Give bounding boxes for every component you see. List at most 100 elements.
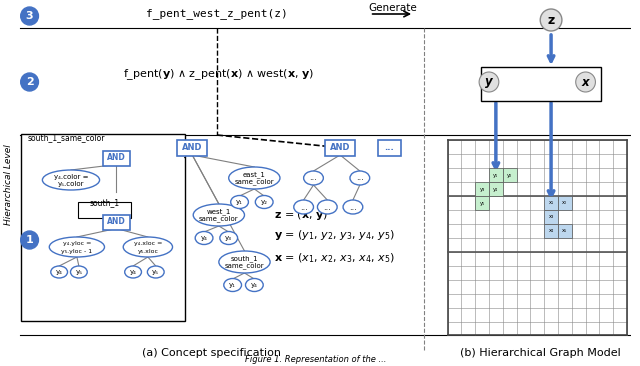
Text: y₅.color: y₅.color bbox=[58, 181, 84, 187]
Text: y₄: y₄ bbox=[130, 269, 136, 275]
FancyBboxPatch shape bbox=[78, 202, 131, 218]
Text: east_1: east_1 bbox=[243, 172, 266, 178]
Text: Figure 1. Representation of the ...: Figure 1. Representation of the ... bbox=[244, 355, 386, 365]
Ellipse shape bbox=[70, 266, 87, 278]
Text: y₁: y₁ bbox=[493, 172, 499, 178]
FancyBboxPatch shape bbox=[20, 134, 186, 321]
FancyBboxPatch shape bbox=[177, 140, 207, 156]
Text: west_1: west_1 bbox=[207, 209, 231, 215]
Text: f_pent_west_z_pent(z): f_pent_west_z_pent(z) bbox=[146, 8, 288, 19]
Text: AND: AND bbox=[182, 143, 202, 153]
Circle shape bbox=[20, 7, 38, 25]
Text: y₅: y₅ bbox=[479, 201, 484, 205]
Text: $\mathbf{x}$ = ($x_1$, $x_2$, $x_3$, $x_4$, $x_5$): $\mathbf{x}$ = ($x_1$, $x_2$, $x_3$, $x_… bbox=[274, 251, 395, 265]
Text: AND: AND bbox=[107, 153, 125, 163]
Ellipse shape bbox=[230, 195, 248, 209]
Ellipse shape bbox=[125, 266, 141, 278]
Text: south_1: south_1 bbox=[90, 198, 120, 208]
Bar bbox=[489, 182, 503, 196]
Bar bbox=[489, 168, 503, 182]
Text: ...: ... bbox=[349, 202, 357, 212]
FancyBboxPatch shape bbox=[481, 67, 602, 101]
Text: x₁: x₁ bbox=[548, 201, 554, 205]
Text: south_1_same_color: south_1_same_color bbox=[28, 134, 105, 142]
Text: y₄.color =: y₄.color = bbox=[54, 174, 88, 180]
Text: same_color: same_color bbox=[225, 263, 264, 269]
Circle shape bbox=[576, 72, 595, 92]
Ellipse shape bbox=[350, 171, 370, 185]
Text: z: z bbox=[547, 14, 555, 26]
Text: ...: ... bbox=[300, 202, 308, 212]
Text: y₅.xloc: y₅.xloc bbox=[138, 249, 158, 254]
Text: ...: ... bbox=[323, 202, 332, 212]
Text: Generate: Generate bbox=[368, 3, 417, 13]
Text: 1: 1 bbox=[26, 235, 33, 245]
Bar bbox=[544, 196, 558, 210]
Text: x₅: x₅ bbox=[563, 228, 568, 234]
Text: y₅: y₅ bbox=[152, 269, 159, 275]
Text: same_color: same_color bbox=[199, 216, 239, 223]
Text: y₄.xloc =: y₄.xloc = bbox=[134, 242, 162, 246]
Ellipse shape bbox=[124, 237, 173, 257]
Text: y₂: y₂ bbox=[507, 172, 512, 178]
Text: $\mathbf{z}$ = ($\mathbf{x}$, $\mathbf{y}$): $\mathbf{z}$ = ($\mathbf{x}$, $\mathbf{y… bbox=[274, 208, 328, 222]
Text: y₅: y₅ bbox=[76, 269, 83, 275]
Ellipse shape bbox=[228, 167, 280, 189]
Text: x₃: x₃ bbox=[548, 214, 554, 220]
Text: ...: ... bbox=[310, 173, 317, 183]
Text: x: x bbox=[582, 75, 589, 89]
Bar bbox=[558, 196, 572, 210]
Text: y₁: y₁ bbox=[229, 282, 236, 288]
Text: (b) Hierarchical Graph Model: (b) Hierarchical Graph Model bbox=[460, 348, 621, 358]
Text: y₃: y₃ bbox=[225, 235, 232, 241]
FancyBboxPatch shape bbox=[102, 150, 130, 165]
Ellipse shape bbox=[224, 279, 241, 291]
Ellipse shape bbox=[343, 200, 363, 214]
Circle shape bbox=[540, 9, 562, 31]
Text: ...: ... bbox=[385, 143, 394, 153]
Text: y: y bbox=[485, 75, 493, 89]
Text: y₁: y₁ bbox=[236, 199, 243, 205]
Ellipse shape bbox=[147, 266, 164, 278]
Ellipse shape bbox=[294, 200, 314, 214]
Circle shape bbox=[479, 72, 499, 92]
Text: west: west bbox=[527, 68, 548, 77]
Text: 3: 3 bbox=[26, 11, 33, 21]
Text: 2: 2 bbox=[26, 77, 33, 87]
Circle shape bbox=[20, 73, 38, 91]
Ellipse shape bbox=[317, 200, 337, 214]
Ellipse shape bbox=[49, 237, 104, 257]
Text: same_color: same_color bbox=[234, 179, 274, 185]
Text: Hierarchical Level: Hierarchical Level bbox=[4, 145, 13, 225]
Ellipse shape bbox=[42, 170, 100, 190]
Ellipse shape bbox=[193, 204, 244, 226]
Bar bbox=[503, 168, 516, 182]
Bar bbox=[558, 224, 572, 238]
Bar bbox=[475, 182, 489, 196]
Ellipse shape bbox=[246, 279, 263, 291]
Text: y₄: y₄ bbox=[200, 235, 207, 241]
Text: y₅.yloc - 1: y₅.yloc - 1 bbox=[61, 249, 92, 254]
FancyBboxPatch shape bbox=[378, 140, 401, 156]
FancyBboxPatch shape bbox=[102, 214, 130, 229]
Text: y₂: y₂ bbox=[260, 199, 268, 205]
Text: (a) Concept specification: (a) Concept specification bbox=[143, 348, 282, 358]
Ellipse shape bbox=[255, 195, 273, 209]
Text: AND: AND bbox=[330, 143, 350, 153]
Text: x₄: x₄ bbox=[548, 228, 554, 234]
Text: y₄: y₄ bbox=[493, 187, 499, 191]
Bar bbox=[475, 196, 489, 210]
Text: ...: ... bbox=[356, 173, 364, 183]
Text: y₄: y₄ bbox=[56, 269, 63, 275]
Bar bbox=[544, 210, 558, 224]
Text: y₄.yloc =: y₄.yloc = bbox=[63, 242, 91, 246]
Ellipse shape bbox=[51, 266, 68, 278]
Ellipse shape bbox=[303, 171, 323, 185]
FancyBboxPatch shape bbox=[325, 140, 355, 156]
Text: AND: AND bbox=[107, 217, 125, 227]
Ellipse shape bbox=[220, 232, 237, 244]
Ellipse shape bbox=[219, 251, 270, 273]
Text: y₃: y₃ bbox=[479, 187, 484, 191]
Circle shape bbox=[20, 231, 38, 249]
Text: $\mathbf{y}$ = ($y_1$, $y_2$, $y_3$, $y_4$, $y_5$): $\mathbf{y}$ = ($y_1$, $y_2$, $y_3$, $y_… bbox=[274, 228, 395, 242]
